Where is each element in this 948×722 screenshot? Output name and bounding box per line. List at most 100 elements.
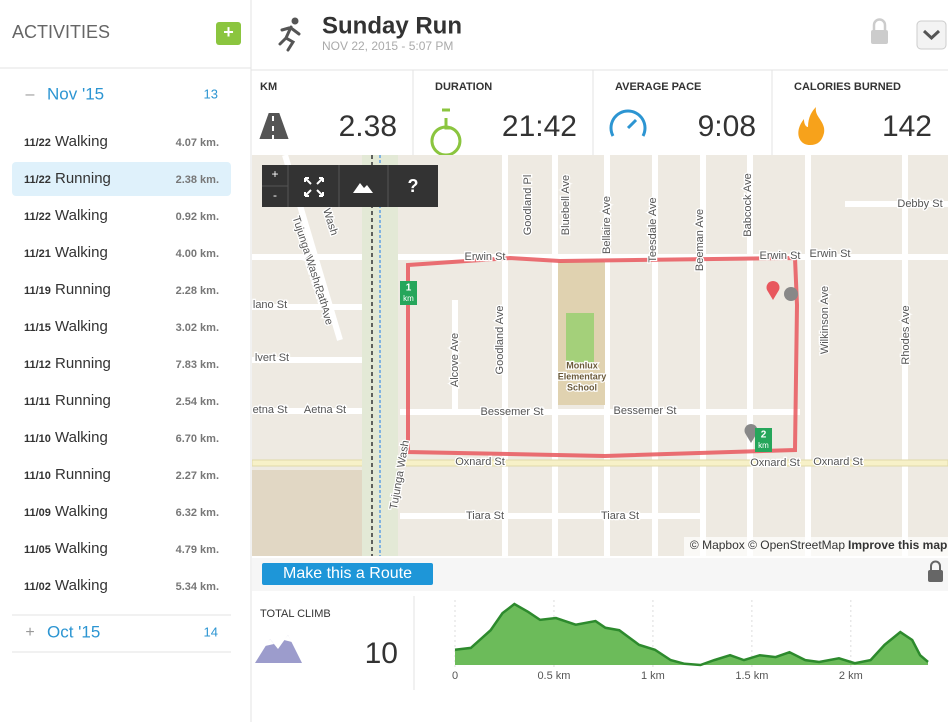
elevation-area	[455, 604, 929, 665]
activity-date[interactable]: 11/22	[24, 174, 51, 186]
map-label: etna St	[253, 404, 288, 416]
chevron-icon[interactable]	[922, 29, 941, 41]
activity-date[interactable]: 11/22	[24, 211, 51, 223]
map-label: Wilkinson Ave	[819, 286, 831, 354]
activity-type[interactable]: Walking	[55, 577, 108, 594]
activity-distance[interactable]: 6.32 km.	[176, 507, 219, 519]
activity-date[interactable]: 11/11	[24, 396, 50, 408]
month-label[interactable]: Nov '15	[47, 84, 104, 103]
activity-distance[interactable]: 4.79 km.	[176, 544, 219, 556]
activity-distance[interactable]: 2.54 km.	[176, 396, 219, 408]
map-label: Goodland Pl	[522, 175, 534, 236]
zoom-out[interactable]: -	[273, 188, 277, 202]
activity-type[interactable]: Walking	[55, 244, 108, 261]
fullscreen-button[interactable]	[304, 177, 324, 197]
map-label: Teesdale Ave	[647, 197, 659, 262]
activity-date[interactable]: 11/21	[24, 248, 51, 260]
start-marker	[766, 281, 798, 301]
activity-date[interactable]: 11/02	[24, 581, 51, 593]
x-tick-label: 0	[452, 670, 458, 682]
map-label: Beeman Ave	[694, 209, 706, 271]
improve-link[interactable]: Improve this map	[848, 538, 947, 552]
activity-type[interactable]: Walking	[55, 503, 108, 520]
add-button[interactable]	[216, 22, 241, 45]
month-toggle[interactable]: –	[26, 86, 35, 103]
month-count: 13	[204, 86, 218, 101]
activity-type[interactable]: Running	[55, 281, 111, 298]
help-button[interactable]: ?	[408, 176, 419, 196]
activity-date[interactable]: 11/15	[24, 322, 51, 334]
activity-type[interactable]: Running	[55, 355, 111, 372]
activity-datetime: NOV 22, 2015 - 5:07 PM	[322, 39, 453, 53]
activity-distance[interactable]: 7.83 km.	[176, 359, 219, 371]
climb-label: TOTAL CLIMB	[260, 608, 331, 620]
terrain-button[interactable]	[353, 183, 373, 193]
add-icon[interactable]: +	[223, 22, 234, 42]
sidebar: ACTIVITIES + – Nov '15 13 11/22 Walking 4.07 …	[0, 0, 252, 722]
activity-date[interactable]: 11/19	[24, 285, 51, 297]
elevation-chart: 0 0.5 km 1 km 1.5 km 2 km	[452, 600, 929, 682]
activity-distance[interactable]: 4.00 km.	[176, 248, 219, 260]
activity-date[interactable]: 11/05	[24, 544, 51, 556]
map-label: Bluebell Ave	[560, 175, 572, 235]
km-marker	[755, 428, 772, 452]
map-label: Goodland Ave	[494, 306, 506, 375]
buildings	[252, 470, 372, 556]
activity-distance[interactable]: 6.70 km.	[176, 433, 219, 445]
menu-button[interactable]	[916, 20, 947, 50]
activity-type[interactable]: Running	[55, 392, 111, 409]
activity-date[interactable]: 11/10	[24, 433, 51, 445]
map-label: lvert St	[255, 352, 289, 364]
map-label: Erwin St	[760, 250, 801, 262]
map-label: Bessemer St	[481, 406, 544, 418]
map-label: Tiara St	[466, 510, 504, 522]
sidebar-title: ACTIVITIES	[12, 22, 110, 42]
month-toggle[interactable]: +	[25, 624, 34, 641]
activity-type[interactable]: Walking	[55, 207, 108, 224]
stopwatch-icon	[430, 108, 462, 157]
stats-row: KM 2.38 DURATION 21:42 AVERAGE PACE 9:08 CALOR…	[256, 70, 932, 157]
activity-distance[interactable]: 5.34 km.	[176, 581, 219, 593]
stat-label: CALORIES BURNED	[794, 81, 901, 93]
streets	[252, 155, 948, 556]
km-marker-unit: km	[403, 294, 414, 303]
map-label: Rhodes Ave	[900, 305, 912, 364]
header: Sunday Run NOV 22, 2015 - 5:07 PM	[251, 12, 948, 71]
stat-label: AVERAGE PACE	[615, 81, 701, 93]
activity-date[interactable]: 11/22	[24, 137, 51, 149]
stat-value: 9:08	[698, 110, 756, 143]
activity-type[interactable]: Running	[55, 170, 111, 187]
activity-distance[interactable]: 2.28 km.	[176, 285, 219, 297]
activity-distance[interactable]: 0.92 km.	[176, 211, 219, 223]
activity-date[interactable]: 11/12	[24, 359, 51, 371]
activity-type[interactable]: Walking	[55, 133, 108, 150]
activity-date[interactable]: 11/10	[24, 470, 51, 482]
km-marker-number: 1	[406, 283, 412, 294]
map-label: Erwin St	[810, 248, 851, 260]
km-marker	[400, 281, 417, 305]
route	[406, 255, 800, 459]
activity-type[interactable]: Walking	[55, 429, 108, 446]
month-count: 14	[204, 624, 218, 639]
activity-distance[interactable]: 2.27 km.	[176, 470, 219, 482]
map-label: Bessemer St	[614, 405, 677, 417]
activity-distance[interactable]: 3.02 km.	[176, 322, 219, 334]
route-button-label[interactable]: Make this a Route	[283, 565, 412, 582]
activity-type[interactable]: Walking	[55, 318, 108, 335]
km-marker-number: 2	[761, 430, 767, 441]
route-button[interactable]	[262, 563, 433, 585]
activity-distance[interactable]: 4.07 km.	[176, 137, 219, 149]
activity-type[interactable]: Running	[55, 466, 111, 483]
activity-date[interactable]: 11/09	[24, 507, 51, 519]
selected-row[interactable]	[12, 162, 231, 196]
month-label[interactable]: Oct '15	[47, 622, 100, 641]
stat-value: 2.38	[339, 110, 397, 143]
stat-value: 21:42	[502, 110, 577, 143]
flame-icon	[798, 107, 825, 145]
elevation-line	[454, 602, 929, 667]
zoom-in[interactable]: +	[271, 167, 278, 181]
map-label: Oxnard St	[750, 457, 800, 469]
activity-distance[interactable]: 2.38 km.	[176, 174, 219, 186]
activity-type[interactable]: Walking	[55, 540, 108, 557]
